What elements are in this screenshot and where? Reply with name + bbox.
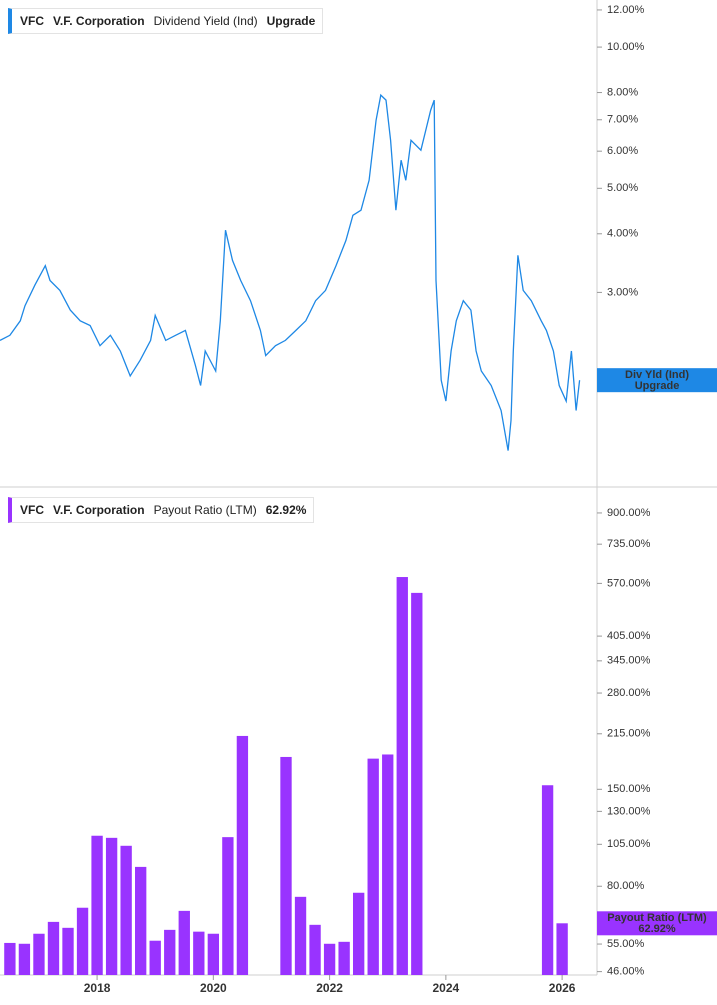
bar (47, 921, 60, 975)
bar (556, 923, 568, 975)
last-value-box-label: Div Yld (Ind) (625, 369, 689, 381)
bar (4, 942, 16, 975)
bar (323, 943, 336, 975)
y-tick-label: 900.00% (607, 507, 651, 519)
bar (105, 837, 118, 975)
x-tick-label: 2018 (84, 981, 111, 995)
y-tick-label: 46.00% (607, 966, 645, 978)
y-tick-label: 105.00% (607, 838, 651, 850)
bar (120, 845, 132, 975)
ticker: VFC (20, 14, 44, 28)
y-tick-label: 12.00% (607, 4, 645, 16)
bar (178, 910, 190, 975)
y-tick-label: 7.00% (607, 114, 638, 126)
last-value-box (597, 911, 717, 936)
y-tick-label: 55.00% (607, 938, 645, 950)
last-value-box-value: Upgrade (635, 380, 680, 392)
y-tick-label: 150.00% (607, 783, 651, 795)
bar (135, 866, 147, 975)
bar (382, 754, 394, 975)
y-tick-label: 3.00% (607, 286, 638, 298)
bar (541, 785, 554, 975)
bar (222, 837, 234, 975)
y-tick-label: 280.00% (607, 687, 651, 699)
bar (236, 735, 249, 975)
bar (280, 756, 292, 975)
y-tick-label: 735.00% (607, 538, 651, 550)
bar (338, 941, 350, 975)
metric: Payout Ratio (LTM) (153, 503, 257, 517)
last-value-box-label: Payout Ratio (LTM) (607, 912, 707, 924)
bar (193, 931, 205, 975)
bar (164, 929, 176, 975)
x-tick-label: 2024 (433, 981, 460, 995)
metric: Dividend Yield (Ind) (153, 14, 258, 28)
bar (33, 933, 45, 975)
y-tick-label: 345.00% (607, 655, 651, 667)
ticker: VFC (20, 503, 44, 517)
bar (62, 927, 74, 975)
company: V.F. Corporation (53, 503, 145, 517)
y-tick-label: 215.00% (607, 728, 651, 740)
bar (294, 896, 307, 975)
line-series (0, 93, 581, 451)
y-tick-label: 570.00% (607, 577, 651, 589)
x-tick-label: 2022 (316, 981, 343, 995)
bar (18, 943, 31, 975)
y-tick-label: 4.00% (607, 228, 638, 240)
y-tick-label: 80.00% (607, 880, 645, 892)
y-tick-label: 6.00% (607, 145, 638, 157)
last-value-box-value: 62.92% (638, 923, 676, 935)
bar (309, 924, 321, 975)
bar (367, 758, 379, 975)
bar (396, 577, 408, 975)
last-value: 62.92% (265, 503, 307, 517)
last-value-box (597, 368, 717, 393)
bar (91, 835, 103, 975)
bar (76, 907, 89, 975)
y-tick-label: 10.00% (607, 41, 645, 53)
y-tick-label: 8.00% (607, 86, 638, 98)
bar (411, 592, 423, 975)
badge[interactable]: Upgrade (266, 14, 316, 28)
company: V.F. Corporation (53, 14, 145, 28)
x-tick-label: 2026 (549, 981, 576, 995)
bar (207, 933, 220, 975)
y-tick-label: 405.00% (607, 630, 651, 642)
top-header: VFC V.F. Corporation Dividend Yield (Ind… (8, 8, 324, 34)
y-tick-label: 130.00% (607, 805, 651, 817)
bottom-header: VFC V.F. Corporation Payout Ratio (LTM) … (8, 497, 315, 523)
y-tick-label: 5.00% (607, 182, 638, 194)
bar (352, 892, 365, 975)
x-tick-label: 2020 (200, 981, 227, 995)
bar (149, 940, 161, 975)
